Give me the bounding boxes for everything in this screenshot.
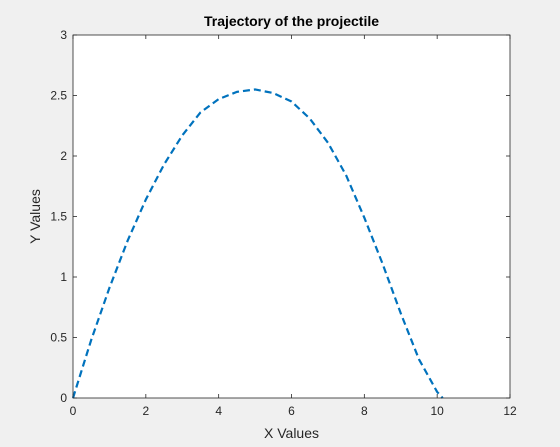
x-tick-label: 12: [503, 404, 517, 418]
y-tick-label: 1.5: [50, 210, 67, 224]
y-tick-label: 2: [60, 149, 67, 163]
x-tick-label: 0: [70, 404, 77, 418]
plot-area: [73, 35, 510, 398]
chart-title: Trajectory of the projectile: [204, 13, 379, 29]
y-tick-label: 0.5: [50, 331, 67, 345]
x-tick-label: 8: [361, 404, 368, 418]
trajectory-line: [71, 88, 444, 399]
y-axis-label: Y Values: [27, 189, 43, 244]
x-tick-label: 2: [142, 404, 149, 418]
y-tick-label: 0: [60, 391, 67, 405]
y-tick-label: 3: [60, 28, 67, 42]
x-tick-label: 4: [215, 404, 222, 418]
y-tick-label: 2.5: [50, 89, 67, 103]
series-layer: [71, 88, 444, 399]
y-tick-label: 1: [60, 270, 67, 284]
plot-frame: [72, 34, 511, 399]
x-tick-label: 10: [430, 404, 444, 418]
x-axis-label: X Values: [264, 425, 319, 441]
x-tick-label: 6: [288, 404, 295, 418]
